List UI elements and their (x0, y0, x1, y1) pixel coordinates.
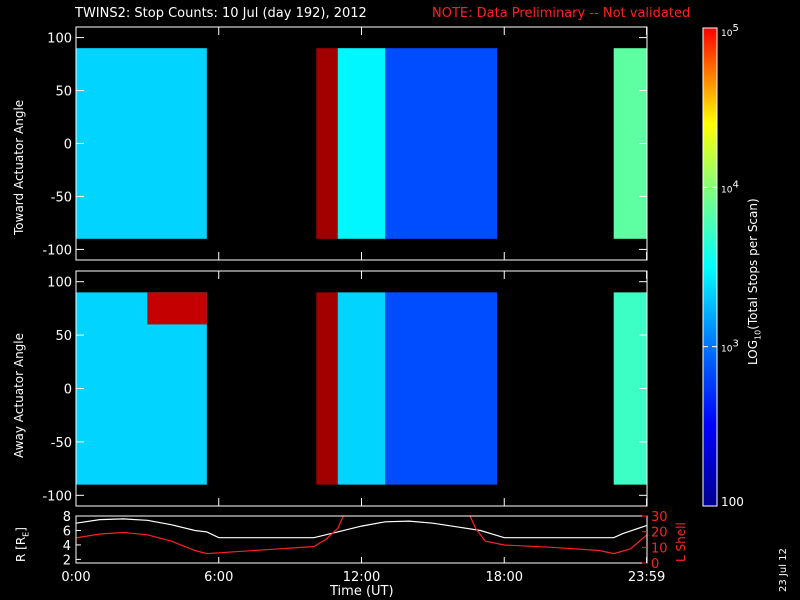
toward-ytick-label: 50 (55, 85, 72, 100)
colorbar-tick-label: 104 (721, 179, 739, 195)
orbit-left-ytick-label: 4 (63, 539, 71, 554)
away-panel: 100 50 0 -50 -100 (42, 270, 648, 507)
x-tick-label: 0:00 (61, 570, 90, 585)
toward-ylabel: Toward Actuator Angle (12, 99, 26, 235)
away-ylabel: Away Actuator Angle (12, 332, 26, 458)
lshell-series-line (76, 516, 647, 555)
colorbar-tick-exponent: 3 (732, 339, 738, 350)
x-axis-label: Time (UT) (330, 584, 394, 599)
orbit-left-ytick-label: 6 (63, 524, 71, 539)
away-heatmap-block (337, 292, 386, 485)
orbit-right-ytick-label: 0 (651, 557, 659, 572)
plot-title: TWINS2: Stop Counts: 10 Jul (day 192), 2… (75, 6, 367, 21)
orbit-right-ytick-label: 10 (651, 541, 668, 556)
toward-heatmap-block (385, 48, 498, 239)
toward-ytick-label: -100 (42, 243, 72, 258)
toward-heatmap-block (337, 48, 386, 239)
away-heatmap-block (147, 292, 207, 325)
orbit-right-ylabel: L Shell (674, 522, 688, 562)
date-stamp: 23 Jul 12 (778, 548, 789, 592)
colorbar-tick-label: 100 (721, 495, 744, 509)
away-ytick-label: 100 (47, 276, 72, 291)
away-heatmap-block (316, 292, 338, 485)
away-ytick-label: 50 (55, 329, 72, 344)
colorbar-tick-exponent: 4 (732, 179, 738, 190)
colorbar-tick-base: 10 (721, 345, 733, 355)
toward-ytick-label: -50 (51, 190, 72, 205)
away-ytick-label: -50 (51, 436, 72, 451)
r-series-line (76, 518, 647, 539)
toward-heatmap-block (316, 48, 338, 239)
colorbar-tick-base: 10 (721, 29, 733, 39)
x-tick-label: 23:59 (628, 570, 665, 585)
colorbar-tick-base: 10 (721, 185, 733, 195)
away-heatmap-block (385, 292, 498, 485)
colorbar-label: LOG10(Total Stops per Scan) (746, 198, 763, 365)
orbit-left-ytick-label: 2 (63, 553, 71, 568)
orbit-left-ylabel: R [RE] (14, 527, 31, 562)
orbit-right-ytick-label: 30 (651, 510, 668, 525)
x-tick-label: 12:00 (343, 570, 380, 585)
colorbar-tick-label: 103 (721, 339, 739, 355)
preliminary-note: NOTE: Data Preliminary -- Not validated (432, 6, 691, 21)
toward-heatmap-block (76, 48, 207, 239)
toward-ytick-label: 0 (64, 138, 72, 153)
x-tick-label: 18:00 (486, 570, 523, 585)
x-tick-label: 6:00 (204, 570, 233, 585)
orbit-right-ytick-label: 20 (651, 526, 668, 541)
orbit-left-ytick-label: 8 (63, 510, 71, 525)
away-ytick-label: 0 (64, 383, 72, 398)
colorbar-tick-exponent: 5 (732, 23, 738, 34)
away-ytick-label: -100 (42, 489, 72, 504)
toward-panel: 100 50 0 -50 -100 (42, 26, 648, 261)
colorbar-gradient (702, 27, 718, 507)
colorbar-tick-label: 105 (721, 23, 739, 39)
toward-ytick-label: 100 (47, 32, 72, 47)
